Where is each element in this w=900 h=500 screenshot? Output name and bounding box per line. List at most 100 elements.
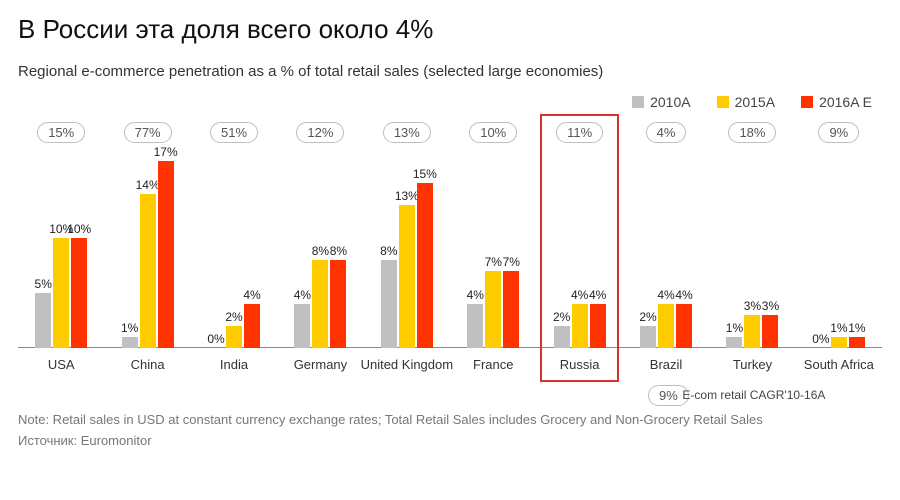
bar: 4%: [572, 304, 588, 348]
bar: 1%: [122, 337, 138, 348]
bar-group: 4%8%8%: [277, 150, 363, 348]
x-axis-label: China: [131, 358, 165, 373]
growth-pill: 51%: [210, 122, 258, 143]
growth-pill: 4%: [646, 122, 687, 143]
x-axis-label: Brazil: [650, 358, 683, 373]
growth-pill: 12%: [296, 122, 344, 143]
x-axis-label: Germany: [294, 358, 347, 373]
bar: 3%: [744, 315, 760, 348]
x-axis-label: Turkey: [733, 358, 772, 373]
bar-value-label: 10%: [67, 222, 91, 238]
bar-value-label: 4%: [467, 288, 484, 304]
bar: 14%: [140, 194, 156, 348]
bar-value-label: 1%: [726, 321, 743, 337]
growth-pill: 9%: [818, 122, 859, 143]
bar-value-label: 1%: [830, 321, 847, 337]
bar-group: 1%14%17%: [104, 150, 190, 348]
bar-value-label: 0%: [812, 332, 829, 348]
bar-value-label: 14%: [136, 178, 160, 194]
bar: 2%: [640, 326, 656, 348]
bar-value-label: 8%: [380, 244, 397, 260]
bar-value-label: 0%: [207, 332, 224, 348]
bar: 2%: [554, 326, 570, 348]
bar-value-label: 4%: [589, 288, 606, 304]
bar-group: 4%7%7%: [450, 150, 536, 348]
page-title: В России эта доля всего около 4%: [18, 14, 882, 45]
chart-legend: 2010A 2015A 2016A E: [18, 94, 882, 110]
x-axis-label: Russia: [560, 358, 600, 373]
x-axis-label: India: [220, 358, 248, 373]
bar-group: 0%2%4%: [191, 150, 277, 348]
x-axis-label: France: [473, 358, 513, 373]
bar-group: 2%4%4%: [623, 150, 709, 348]
bar: 8%: [381, 260, 397, 348]
bar-chart: 15%77%51%12%13%10%11%4%18%9% 5%10%10%1%1…: [18, 118, 882, 378]
bar-group: 1%3%3%: [709, 150, 795, 348]
cagr-label: E-com retail CAGR'10-16A: [682, 388, 825, 402]
chart-subtitle: Regional e-commerce penetration as a % o…: [18, 63, 882, 80]
bar-value-label: 7%: [503, 255, 520, 271]
bar: 1%: [726, 337, 742, 348]
bar: 7%: [503, 271, 519, 348]
legend-item: 2015A: [717, 94, 775, 110]
x-axis-label: South Africa: [804, 358, 874, 373]
growth-pill: 15%: [37, 122, 85, 143]
bar-value-label: 4%: [657, 288, 674, 304]
bar-value-label: 17%: [154, 145, 178, 161]
growth-pill: 77%: [124, 122, 172, 143]
bar: 4%: [467, 304, 483, 348]
chart-source: Источник: Euromonitor: [18, 433, 882, 448]
bar-value-label: 1%: [848, 321, 865, 337]
bar-value-label: 3%: [762, 299, 779, 315]
bar: 10%: [53, 238, 69, 348]
growth-pill: 10%: [469, 122, 517, 143]
bar: 7%: [485, 271, 501, 348]
bar-value-label: 4%: [243, 288, 260, 304]
bar: 5%: [35, 293, 51, 348]
bar: 2%: [226, 326, 242, 348]
bar-value-label: 15%: [413, 167, 437, 183]
legend-item: 2010A: [632, 94, 690, 110]
bar-value-label: 8%: [330, 244, 347, 260]
bar-value-label: 4%: [675, 288, 692, 304]
legend-swatch: [717, 96, 729, 108]
bar: 17%: [158, 161, 174, 348]
bar: 3%: [762, 315, 778, 348]
growth-pill: 18%: [728, 122, 776, 143]
legend-swatch: [801, 96, 813, 108]
legend-swatch: [632, 96, 644, 108]
growth-pill: 13%: [383, 122, 431, 143]
bar-group: 0%1%1%: [796, 150, 882, 348]
bar-group: 2%4%4%: [536, 150, 622, 348]
x-axis-label: United Kingdom: [361, 358, 454, 373]
bar-value-label: 2%: [639, 310, 656, 326]
bar-value-label: 4%: [294, 288, 311, 304]
bar-value-label: 8%: [312, 244, 329, 260]
bar-value-label: 3%: [744, 299, 761, 315]
bar: 1%: [831, 337, 847, 348]
legend-item: 2016A E: [801, 94, 872, 110]
legend-label: 2010A: [650, 94, 690, 110]
x-axis-label: USA: [48, 358, 75, 373]
bar: 8%: [330, 260, 346, 348]
bar: 13%: [399, 205, 415, 348]
bar-value-label: 5%: [35, 277, 52, 293]
growth-pill: 11%: [556, 122, 603, 143]
bar: 4%: [294, 304, 310, 348]
bar: 15%: [417, 183, 433, 348]
bar-value-label: 7%: [485, 255, 502, 271]
chart-note: Note: Retail sales in USD at constant cu…: [18, 412, 882, 427]
bar-value-label: 1%: [121, 321, 138, 337]
bar: 4%: [590, 304, 606, 348]
bar-group: 5%10%10%: [18, 150, 104, 348]
bar: 8%: [312, 260, 328, 348]
legend-label: 2015A: [735, 94, 775, 110]
bar: 4%: [244, 304, 260, 348]
bar: 4%: [658, 304, 674, 348]
bar-value-label: 2%: [553, 310, 570, 326]
legend-label: 2016A E: [819, 94, 872, 110]
bar: 4%: [676, 304, 692, 348]
bar-value-label: 4%: [571, 288, 588, 304]
bar: 1%: [849, 337, 865, 348]
bar: 10%: [71, 238, 87, 348]
